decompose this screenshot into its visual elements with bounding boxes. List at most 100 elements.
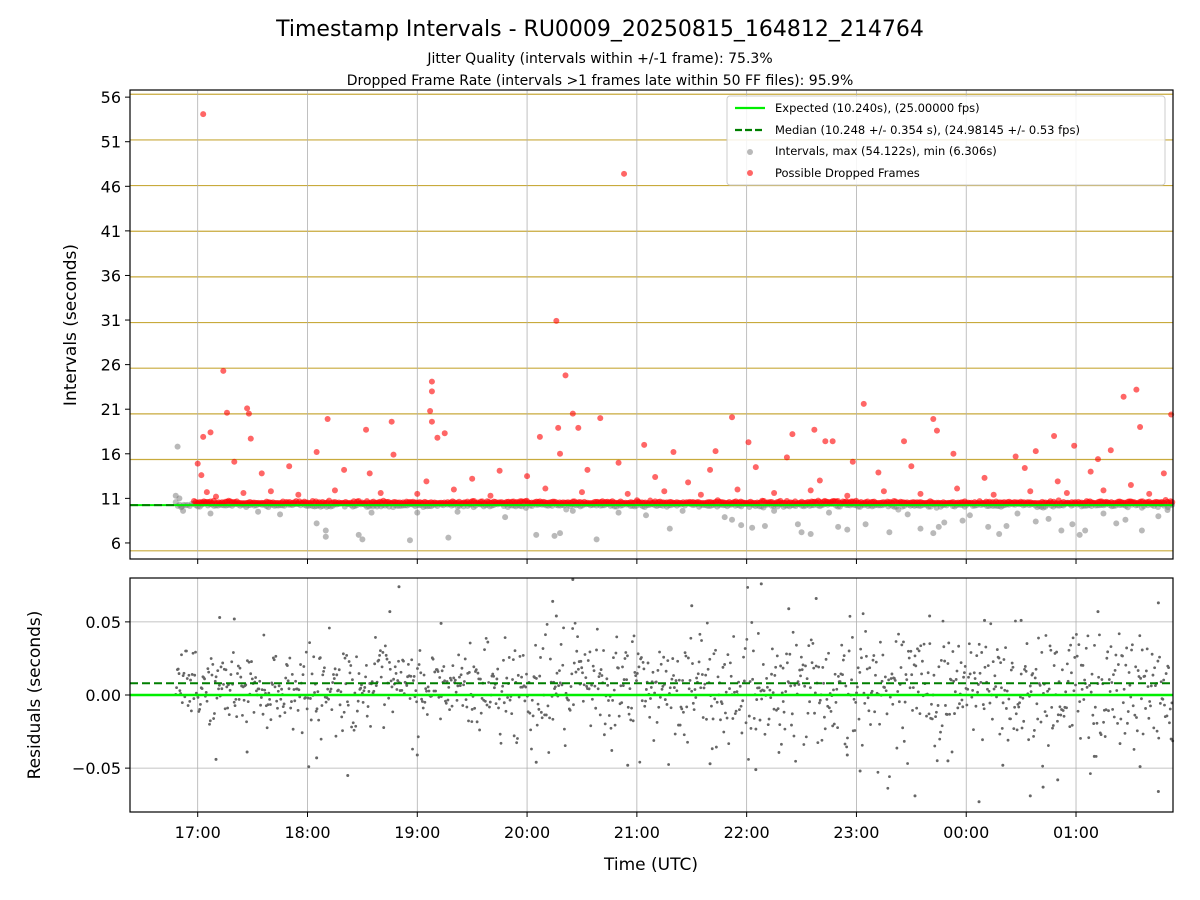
residual-point bbox=[798, 668, 802, 672]
residual-point bbox=[562, 626, 565, 630]
residual-point bbox=[702, 686, 706, 690]
residual-point bbox=[399, 670, 403, 674]
residual-point bbox=[439, 621, 443, 625]
residual-point bbox=[582, 683, 586, 687]
interval-point bbox=[355, 531, 362, 538]
residual-point bbox=[855, 685, 859, 689]
residual-point bbox=[210, 673, 214, 677]
residual-point bbox=[1116, 721, 1119, 725]
interval-point bbox=[1100, 510, 1107, 517]
interval-point bbox=[176, 495, 183, 502]
residual-point bbox=[1126, 710, 1130, 713]
residual-point bbox=[768, 688, 772, 692]
residual-point bbox=[554, 614, 558, 618]
residual-point bbox=[749, 727, 753, 730]
residual-point bbox=[488, 700, 492, 704]
interval-point bbox=[666, 525, 673, 532]
residual-point bbox=[508, 698, 512, 702]
interval-point bbox=[1155, 513, 1162, 520]
residual-point bbox=[1130, 643, 1134, 647]
residual-point bbox=[462, 683, 465, 687]
residual-point bbox=[573, 621, 577, 625]
residual-point bbox=[835, 687, 839, 691]
residual-point bbox=[357, 672, 361, 675]
residual-point bbox=[1024, 669, 1028, 673]
residual-point bbox=[1014, 619, 1017, 623]
interval-point bbox=[1003, 523, 1010, 530]
residual-point bbox=[813, 711, 816, 715]
residual-point bbox=[331, 681, 335, 684]
residual-point bbox=[1133, 713, 1137, 717]
residual-point bbox=[928, 614, 932, 618]
residual-point bbox=[460, 666, 464, 670]
residual-point bbox=[822, 681, 825, 685]
residual-point bbox=[660, 687, 664, 691]
residual-point bbox=[1140, 697, 1143, 701]
residual-point bbox=[984, 645, 988, 649]
residual-point bbox=[275, 699, 279, 703]
residual-point bbox=[592, 669, 596, 673]
residual-point bbox=[463, 657, 467, 661]
residual-point bbox=[939, 658, 943, 662]
residual-point bbox=[616, 666, 620, 670]
residual-point bbox=[597, 675, 601, 679]
residual-point bbox=[728, 687, 731, 690]
residual-point bbox=[743, 647, 747, 650]
residual-point bbox=[382, 726, 386, 729]
residual-point bbox=[200, 687, 204, 690]
dropped-frame-point bbox=[789, 431, 796, 438]
residual-point bbox=[555, 671, 559, 675]
residual-point bbox=[967, 642, 971, 646]
x-tick-label: 23:00 bbox=[833, 823, 879, 842]
dropped-frame-point bbox=[844, 492, 851, 499]
residual-point bbox=[879, 640, 882, 644]
residual-point bbox=[610, 749, 614, 752]
residual-point bbox=[705, 717, 708, 721]
residual-point bbox=[959, 661, 963, 665]
residual-point bbox=[593, 684, 597, 688]
residual-point bbox=[823, 727, 827, 731]
residual-point bbox=[714, 745, 718, 749]
residual-point bbox=[1065, 662, 1069, 666]
residual-point bbox=[809, 638, 813, 642]
residual-point bbox=[840, 643, 844, 647]
interval-point bbox=[721, 514, 728, 521]
residual-point bbox=[714, 648, 717, 652]
dropped-frame-point bbox=[930, 416, 937, 423]
residual-point bbox=[308, 641, 311, 644]
residual-point bbox=[899, 666, 903, 669]
residual-point bbox=[858, 769, 862, 773]
dropped-frame-point bbox=[615, 459, 622, 466]
residual-point bbox=[388, 610, 392, 614]
residual-point bbox=[455, 698, 459, 702]
residual-point bbox=[607, 699, 610, 702]
residual-point bbox=[1115, 689, 1119, 692]
residual-point bbox=[594, 706, 598, 710]
residual-point bbox=[1144, 669, 1148, 673]
residual-point bbox=[972, 671, 976, 675]
residual-point bbox=[801, 663, 805, 667]
residual-point bbox=[1102, 720, 1105, 724]
residual-point bbox=[575, 649, 579, 653]
residual-point bbox=[641, 661, 645, 664]
residual-point bbox=[883, 686, 886, 689]
residual-point bbox=[642, 667, 646, 671]
intervals-y-tick-label: 41 bbox=[101, 222, 121, 241]
residual-point bbox=[906, 762, 909, 765]
residual-point bbox=[852, 697, 856, 701]
residual-point bbox=[448, 708, 451, 712]
residual-point bbox=[777, 751, 781, 754]
dropped-frame-point bbox=[807, 487, 814, 494]
residual-point bbox=[1059, 713, 1063, 717]
residual-point bbox=[1112, 673, 1115, 677]
dropped-frame-point bbox=[811, 426, 818, 433]
residual-point bbox=[287, 687, 291, 691]
residual-point bbox=[1073, 656, 1077, 659]
residual-point bbox=[818, 698, 822, 702]
dropped-frame-point bbox=[917, 490, 924, 497]
residual-point bbox=[394, 672, 398, 675]
residual-point bbox=[1084, 646, 1088, 650]
residual-point bbox=[926, 671, 930, 675]
residual-point bbox=[591, 664, 595, 668]
residual-point bbox=[754, 727, 758, 731]
